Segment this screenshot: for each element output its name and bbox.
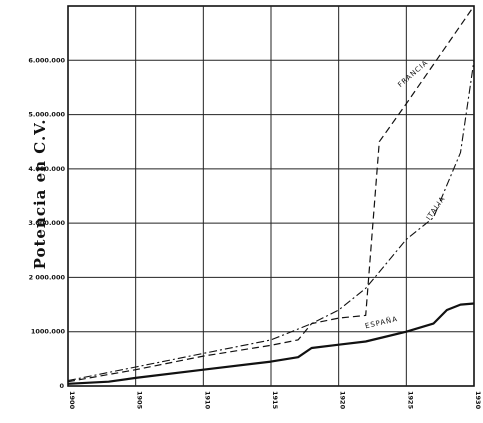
series-lines — [67, 5, 475, 385]
y-tick-label: 4.000.000 — [28, 165, 65, 173]
y-tick-label: 3.000.000 — [28, 219, 65, 227]
series-line-francia — [67, 5, 475, 383]
y-tick-label: 5.000.000 — [28, 111, 65, 119]
series-line-españa — [67, 302, 475, 385]
y-tick-label-zero: 0 — [59, 382, 64, 390]
y-tick-label: 2 000.000 — [29, 273, 66, 281]
x-tick-label: 1930 — [474, 391, 482, 410]
x-tick-label: 1925 — [406, 391, 414, 410]
tick-labels: 1900 1905 1910 1915 1920 1925 1930 1000.000 2 00… — [28, 56, 482, 409]
series-label-españa: ESPAÑA — [364, 314, 399, 330]
series-line-italia — [67, 60, 475, 382]
series-label-italia: ITALIA — [425, 195, 447, 222]
series-label-francia: FRANCIA — [396, 58, 429, 89]
y-axis-title: Potencia en C.V. — [31, 119, 49, 270]
x-tick-label: 1920 — [339, 391, 347, 410]
series-labels: FRANCIA ITALIA ESPAÑA — [364, 58, 447, 330]
y-tick-label: 6.000.000 — [28, 56, 65, 64]
y-tick-label: 1000.000 — [31, 328, 66, 336]
x-tick-label: 1905 — [136, 391, 144, 410]
grid — [67, 5, 475, 387]
x-tick-label: 1900 — [68, 391, 76, 410]
x-tick-label: 1915 — [271, 391, 279, 410]
x-tick-label: 1910 — [203, 391, 211, 410]
